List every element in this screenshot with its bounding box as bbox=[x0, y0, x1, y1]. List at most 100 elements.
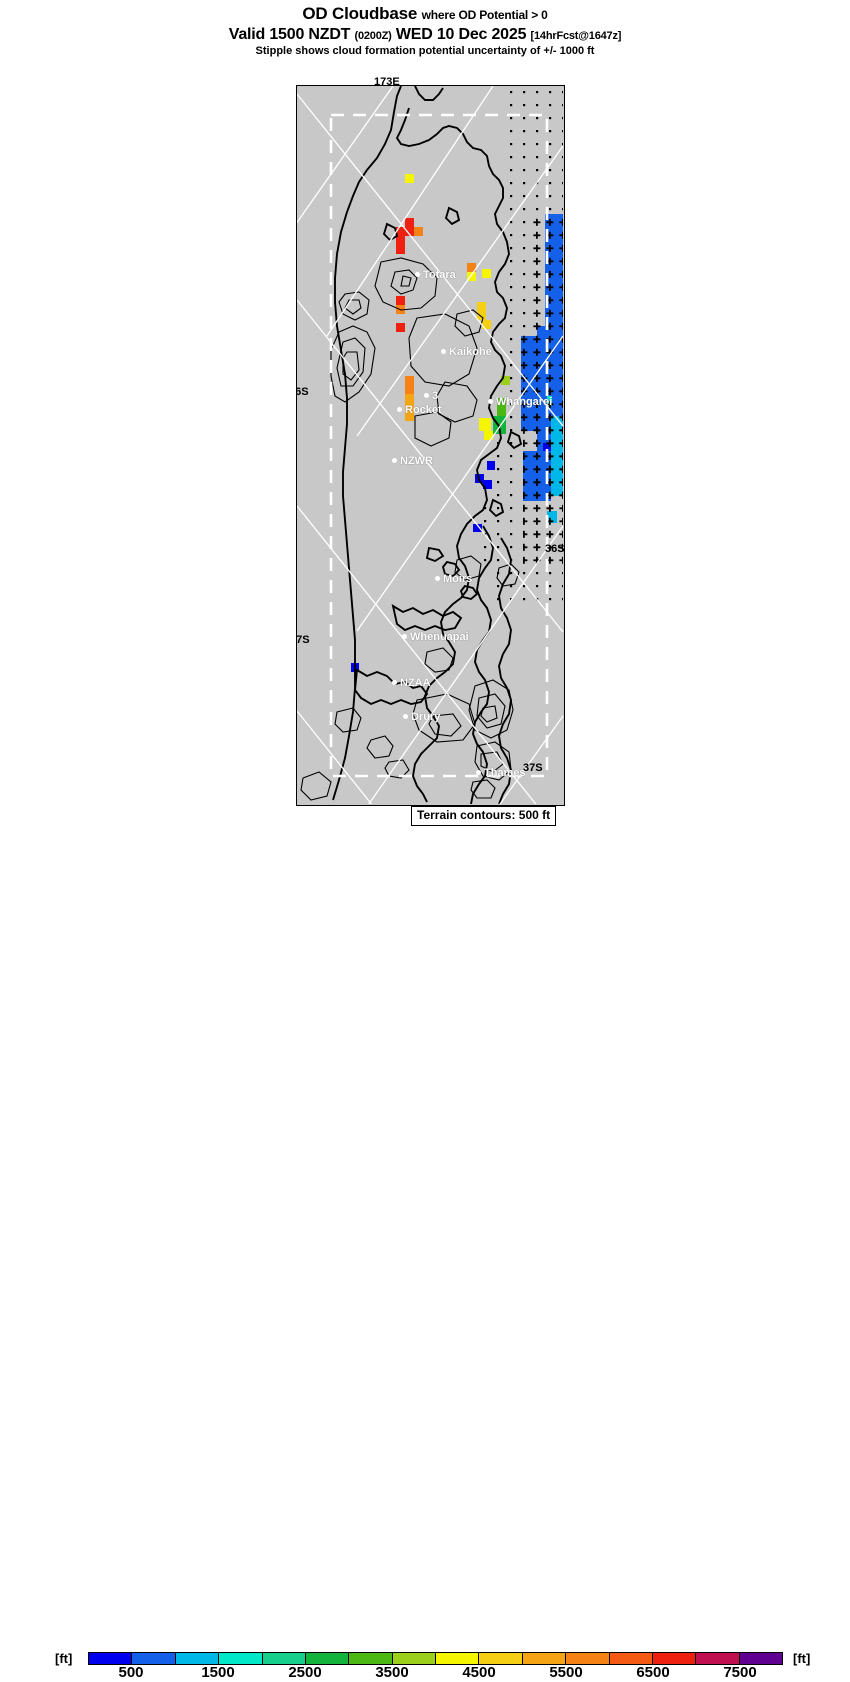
colorbar-tick-3500: 3500 bbox=[375, 1664, 409, 1681]
city-marker-dot bbox=[488, 399, 493, 405]
colorbar-segment-13 bbox=[652, 1653, 697, 1664]
colorbar-tick-2500: 2500 bbox=[288, 1664, 322, 1681]
data-cell bbox=[405, 394, 414, 403]
city-label-text: Drury bbox=[411, 711, 441, 723]
city-label-text: Whenuapai bbox=[410, 631, 469, 643]
colorbar-segment-12 bbox=[609, 1653, 653, 1664]
terrain-contour-note: Terrain contours: 500 ft bbox=[411, 806, 557, 826]
colorbar-segment-9 bbox=[479, 1653, 523, 1664]
city-label-text: Rocket bbox=[405, 404, 442, 416]
data-cell bbox=[405, 218, 414, 227]
colorbar-segment-3 bbox=[219, 1653, 263, 1664]
title-line-2: Valid 1500 NZDT (0200Z) WED 10 Dec 2025 … bbox=[0, 26, 850, 44]
data-cell bbox=[477, 302, 486, 311]
city-label-totara: Totara bbox=[415, 269, 456, 281]
city-label-text: Raglan bbox=[325, 805, 362, 806]
colorbar-segment-4 bbox=[262, 1653, 306, 1664]
graticule-label-36s: 36S bbox=[296, 386, 309, 398]
data-cell bbox=[405, 174, 414, 183]
colorbar-tick-7500: 7500 bbox=[723, 1664, 757, 1681]
terrain-contour-layer bbox=[300, 257, 520, 801]
title-main-subtext: where OD Potential > 0 bbox=[421, 8, 548, 22]
data-cell bbox=[405, 376, 414, 385]
colorbar-segment-0 bbox=[89, 1653, 133, 1664]
city-label-text: Moirs bbox=[443, 573, 473, 585]
data-cell bbox=[414, 227, 423, 236]
city-label-whangarei: Whangarei bbox=[488, 396, 552, 408]
colorbar-tick-5500: 5500 bbox=[549, 1664, 583, 1681]
colorbar-segment-6 bbox=[349, 1653, 393, 1664]
data-cell bbox=[396, 323, 405, 332]
city-label-text: NZWR bbox=[400, 455, 433, 467]
graticule-label-37s: 37S bbox=[296, 634, 310, 646]
map-canvas[interactable]: Totara Kaikohe Whangarei Rocket 3 NZWR Moirs Wh… bbox=[296, 85, 565, 806]
city-label-nzaa: NZAA bbox=[392, 677, 431, 689]
map-vector-layer bbox=[297, 86, 563, 804]
city-marker-dot bbox=[397, 407, 402, 413]
data-cell bbox=[497, 398, 506, 416]
colorbar-tick-4500: 4500 bbox=[462, 1664, 496, 1681]
data-cell bbox=[405, 385, 414, 394]
colorbar-segment-10 bbox=[522, 1653, 567, 1664]
city-marker-dot bbox=[392, 680, 397, 686]
colorbar-tick-labels: 500 1500 2500 3500 4500 5500 6500 7500 bbox=[88, 1664, 783, 1682]
data-cell bbox=[479, 418, 491, 431]
data-cell bbox=[467, 272, 476, 281]
city-label-text: Whangarei bbox=[496, 396, 553, 408]
city-label-text: 3 bbox=[432, 390, 439, 402]
data-cell bbox=[487, 461, 495, 470]
colorbar-block: [ft] 500 1500 2500 3500 4500 5500 6500 7500 [ft… bbox=[0, 824, 850, 1681]
city-marker-dot bbox=[424, 393, 429, 399]
colorbar-unit-left: [ft] bbox=[55, 1651, 73, 1666]
chart-title-block: OD Cloudbase where OD Potential > 0 Vali… bbox=[0, 4, 850, 57]
coastline-layer bbox=[332, 86, 523, 804]
graticule-label-173e: 173E bbox=[374, 76, 400, 88]
colorbar-tick-500: 500 bbox=[118, 1664, 144, 1681]
title-main: OD Cloudbase bbox=[302, 4, 418, 23]
data-cell bbox=[484, 431, 493, 440]
city-label-rocket: Rocket bbox=[397, 404, 442, 416]
city-label-drury: Drury bbox=[403, 711, 440, 723]
city-label-raglan: Raglan bbox=[317, 805, 362, 806]
data-cell bbox=[482, 269, 491, 278]
data-cell bbox=[483, 480, 492, 489]
colorbar-tick-1500: 1500 bbox=[201, 1664, 235, 1681]
map-inner: Totara Kaikohe Whangarei Rocket 3 NZWR Moirs Wh… bbox=[297, 86, 564, 805]
colorbar-segment-11 bbox=[566, 1653, 610, 1664]
data-cell bbox=[493, 416, 506, 434]
city-marker-dot bbox=[392, 458, 397, 464]
city-marker-dot bbox=[435, 576, 440, 582]
city-label-text: NZAA bbox=[400, 677, 431, 689]
title-line-1: OD Cloudbase where OD Potential > 0 bbox=[0, 4, 850, 24]
city-label-whenuapai: Whenuapai bbox=[402, 631, 469, 643]
valid-time-utc: (0200Z) bbox=[354, 30, 392, 42]
colorbar-segment-1 bbox=[132, 1653, 176, 1664]
city-marker-dot bbox=[403, 714, 408, 720]
data-cell bbox=[396, 227, 414, 236]
data-cell bbox=[396, 296, 405, 305]
colorbar-segment-7 bbox=[392, 1653, 436, 1664]
valid-time: Valid 1500 NZDT bbox=[228, 26, 351, 43]
data-cell bbox=[396, 245, 405, 254]
colorbar-segment-2 bbox=[175, 1653, 220, 1664]
title-line-3: Stipple shows cloud formation potential … bbox=[255, 45, 595, 57]
graticule-layer bbox=[297, 86, 563, 804]
data-cell bbox=[396, 236, 405, 245]
city-label-kaikohe: Kaikohe bbox=[441, 346, 492, 358]
forecast-hour: [14hrFcst@1647z] bbox=[530, 30, 622, 42]
city-label-thames: Thames bbox=[476, 767, 526, 779]
city-label-nzwr: NZWR bbox=[392, 455, 433, 467]
colorbar-segment-15 bbox=[739, 1653, 782, 1664]
city-label-text: Totara bbox=[423, 269, 456, 281]
colorbar-segment-8 bbox=[436, 1653, 480, 1664]
data-cell bbox=[405, 412, 414, 421]
colorbar-segment-14 bbox=[696, 1653, 740, 1664]
city-label-text: Thames bbox=[484, 767, 526, 779]
data-cell bbox=[473, 524, 482, 532]
city-label-3: 3 bbox=[424, 390, 438, 402]
city-marker-dot bbox=[441, 349, 446, 355]
data-cell bbox=[467, 263, 476, 272]
graticule-label-37s: 37S bbox=[523, 762, 543, 774]
city-label-text: Kaikohe bbox=[449, 346, 492, 358]
graticule-label-36s: 36S bbox=[545, 543, 565, 555]
